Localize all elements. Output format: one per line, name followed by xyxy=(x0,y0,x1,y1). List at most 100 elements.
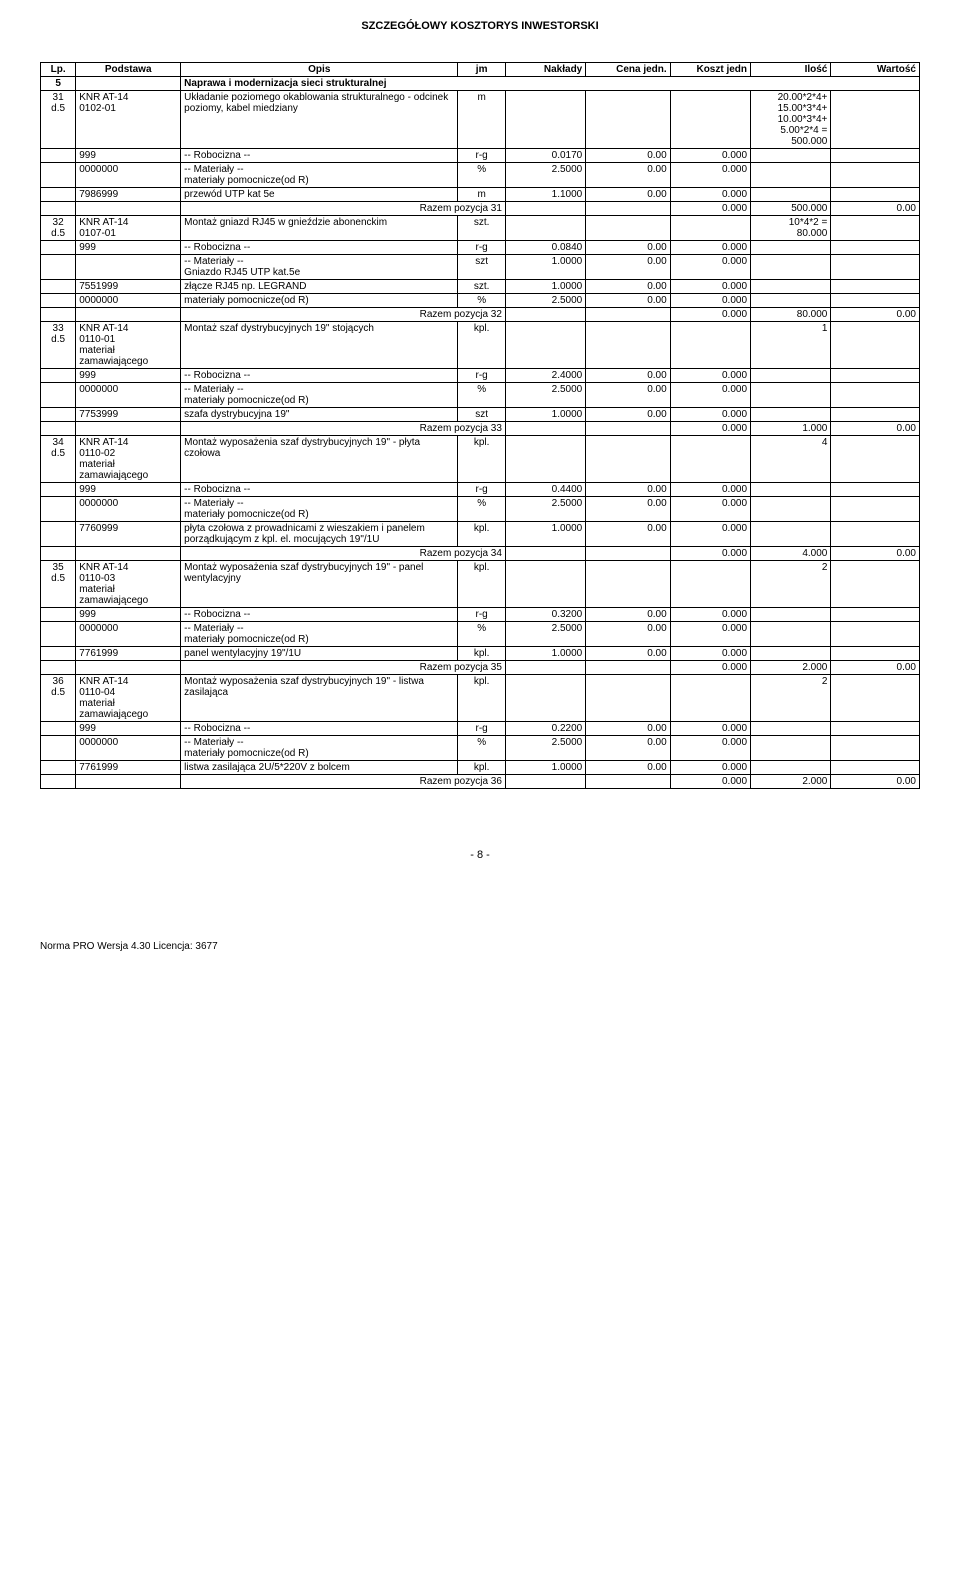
cell-jm: szt. xyxy=(458,216,506,241)
cell-jm: kpl. xyxy=(458,522,506,547)
table-row: 0000000 -- Materiały --materiały pomocni… xyxy=(41,622,920,647)
cell-jm: szt xyxy=(458,408,506,422)
cell-opis: Montaż szaf dystrybucyjnych 19" stojącyc… xyxy=(181,322,458,369)
cell-lp: 33 d.5 xyxy=(41,322,76,369)
col-cena: Cena jedn. xyxy=(586,63,670,77)
col-koszt: Koszt jedn xyxy=(670,63,750,77)
cell-rob: -- Robocizna -- xyxy=(181,149,458,163)
cell-opis: przewód UTP kat 5e xyxy=(181,188,458,202)
cell-999: 999 xyxy=(76,722,181,736)
table-row: 0000000 materiały pomocnicze(od R) % 2.5… xyxy=(41,294,920,308)
cell-koszt: 0.000 xyxy=(670,761,750,775)
cell-code: 0000000 xyxy=(76,383,181,408)
summary-ilosc: 1.000 xyxy=(751,422,831,436)
cell-cena: 0.00 xyxy=(586,369,670,383)
cell-pod: KNR AT-14 0110-04 materiał zamawiającego xyxy=(76,675,181,722)
cell-rob: -- Robocizna -- xyxy=(181,608,458,622)
table-row: 7986999 przewód UTP kat 5e m 1.1000 0.00… xyxy=(41,188,920,202)
cell-code: 0000000 xyxy=(76,736,181,761)
cell-jm: % xyxy=(458,497,506,522)
summary-ilosc: 2.000 xyxy=(751,775,831,789)
cell-lp: 34 d.5 xyxy=(41,436,76,483)
cell-nak: 2.5000 xyxy=(505,497,585,522)
cell-code: 7760999 xyxy=(76,522,181,547)
cell-nak: 2.5000 xyxy=(505,163,585,188)
table-row: 0000000 -- Materiały --materiały pomocni… xyxy=(41,383,920,408)
cell-cena: 0.00 xyxy=(586,294,670,308)
cell-cena: 0.00 xyxy=(586,149,670,163)
cell-lp: 35 d.5 xyxy=(41,561,76,608)
cell-ilosc: 1 xyxy=(751,322,831,369)
cell-cena: 0.00 xyxy=(586,722,670,736)
mat-label: -- Materiały -- xyxy=(184,384,243,395)
table-row: 34 d.5 KNR AT-14 0110-02 materiał zamawi… xyxy=(41,436,920,483)
cost-table: Lp. Podstawa Opis jm Nakłady Cena jedn. … xyxy=(40,62,920,789)
cell-cena: 0.00 xyxy=(586,647,670,661)
summary-koszt: 0.000 xyxy=(670,202,750,216)
page-number: - 8 - xyxy=(40,849,920,861)
summary-wart: 0.00 xyxy=(831,308,920,322)
cell-nak: 2.4000 xyxy=(505,369,585,383)
cell-jm: r-g xyxy=(458,608,506,622)
cell-koszt: 0.000 xyxy=(670,522,750,547)
cell-code: 7551999 xyxy=(76,280,181,294)
cell-ilosc: 2 xyxy=(751,675,831,722)
table-row: 999 -- Robocizna -- r-g 0.4400 0.00 0.00… xyxy=(41,483,920,497)
table-row: 0000000 -- Materiały --materiały pomocni… xyxy=(41,497,920,522)
cell-cena: 0.00 xyxy=(586,483,670,497)
cell-pod: KNR AT-14 0110-01 materiał zamawiającego xyxy=(76,322,181,369)
summary-koszt: 0.000 xyxy=(670,422,750,436)
cell-jm: % xyxy=(458,622,506,647)
cell-nak: 1.1000 xyxy=(505,188,585,202)
mat-name: Gniazdo RJ45 UTP kat.5e xyxy=(184,267,300,278)
cell-jm: % xyxy=(458,383,506,408)
cell-lp: 32 d.5 xyxy=(41,216,76,241)
summary-wart: 0.00 xyxy=(831,775,920,789)
cell-opis: płyta czołowa z prowadnicami z wieszakie… xyxy=(181,522,458,547)
cell-pod: KNR AT-14 0110-02 materiał zamawiającego xyxy=(76,436,181,483)
cell-ilosc: 2 xyxy=(751,561,831,608)
cell-koszt: 0.000 xyxy=(670,383,750,408)
cell-jm: szt xyxy=(458,255,506,280)
cell-999: 999 xyxy=(76,608,181,622)
cell-pod: KNR AT-14 0107-01 xyxy=(76,216,181,241)
table-row: 7761999 panel wentylacyjny 19"/1U kpl. 1… xyxy=(41,647,920,661)
cell-cena: 0.00 xyxy=(586,761,670,775)
cell-opis: Układanie poziomego okablowania struktur… xyxy=(181,91,458,149)
cell-jm: kpl. xyxy=(458,436,506,483)
mat-name: materiały pomocnicze(od R) xyxy=(184,634,309,645)
cell-koszt: 0.000 xyxy=(670,255,750,280)
cell-jm: r-g xyxy=(458,149,506,163)
cell-mat-row: -- Materiały --materiały pomocnicze(od R… xyxy=(181,622,458,647)
cell-koszt: 0.000 xyxy=(670,408,750,422)
summary-wart: 0.00 xyxy=(831,547,920,561)
cell-opis: Montaż wyposażenia szaf dystrybucyjnych … xyxy=(181,561,458,608)
cell-koszt: 0.000 xyxy=(670,722,750,736)
table-row: 999 -- Robocizna -- r-g 0.3200 0.00 0.00… xyxy=(41,608,920,622)
cell-code: 0000000 xyxy=(76,163,181,188)
cell-koszt: 0.000 xyxy=(670,149,750,163)
cell-koszt: 0.000 xyxy=(670,608,750,622)
cell-pod: KNR AT-14 0102-01 xyxy=(76,91,181,149)
cell-koszt: 0.000 xyxy=(670,736,750,761)
section-row: 5 Naprawa i modernizacja sieci struktura… xyxy=(41,77,920,91)
cell-cena: 0.00 xyxy=(586,383,670,408)
cell-nak: 1.0000 xyxy=(505,522,585,547)
mat-label: -- Materiały -- xyxy=(184,164,243,175)
summary-koszt: 0.000 xyxy=(670,661,750,675)
mat-label: -- Materiały -- xyxy=(184,623,243,634)
cell-koszt: 0.000 xyxy=(670,647,750,661)
cell-nak: 0.0170 xyxy=(505,149,585,163)
cell-jm: m xyxy=(458,91,506,149)
cell-nak: 0.0840 xyxy=(505,241,585,255)
table-row: 7761999 listwa zasilająca 2U/5*220V z bo… xyxy=(41,761,920,775)
cell-999: 999 xyxy=(76,149,181,163)
summary-ilosc: 2.000 xyxy=(751,661,831,675)
summary-koszt: 0.000 xyxy=(670,547,750,561)
cell-cena xyxy=(586,91,670,149)
section-pod xyxy=(76,77,181,91)
cell-nak: 2.5000 xyxy=(505,294,585,308)
cell-opis: Montaż wyposażenia szaf dystrybucyjnych … xyxy=(181,436,458,483)
mat-name: materiały pomocnicze(od R) xyxy=(184,175,309,186)
cell-opis: Montaż gniazd RJ45 w gnieździe abonencki… xyxy=(181,216,458,241)
